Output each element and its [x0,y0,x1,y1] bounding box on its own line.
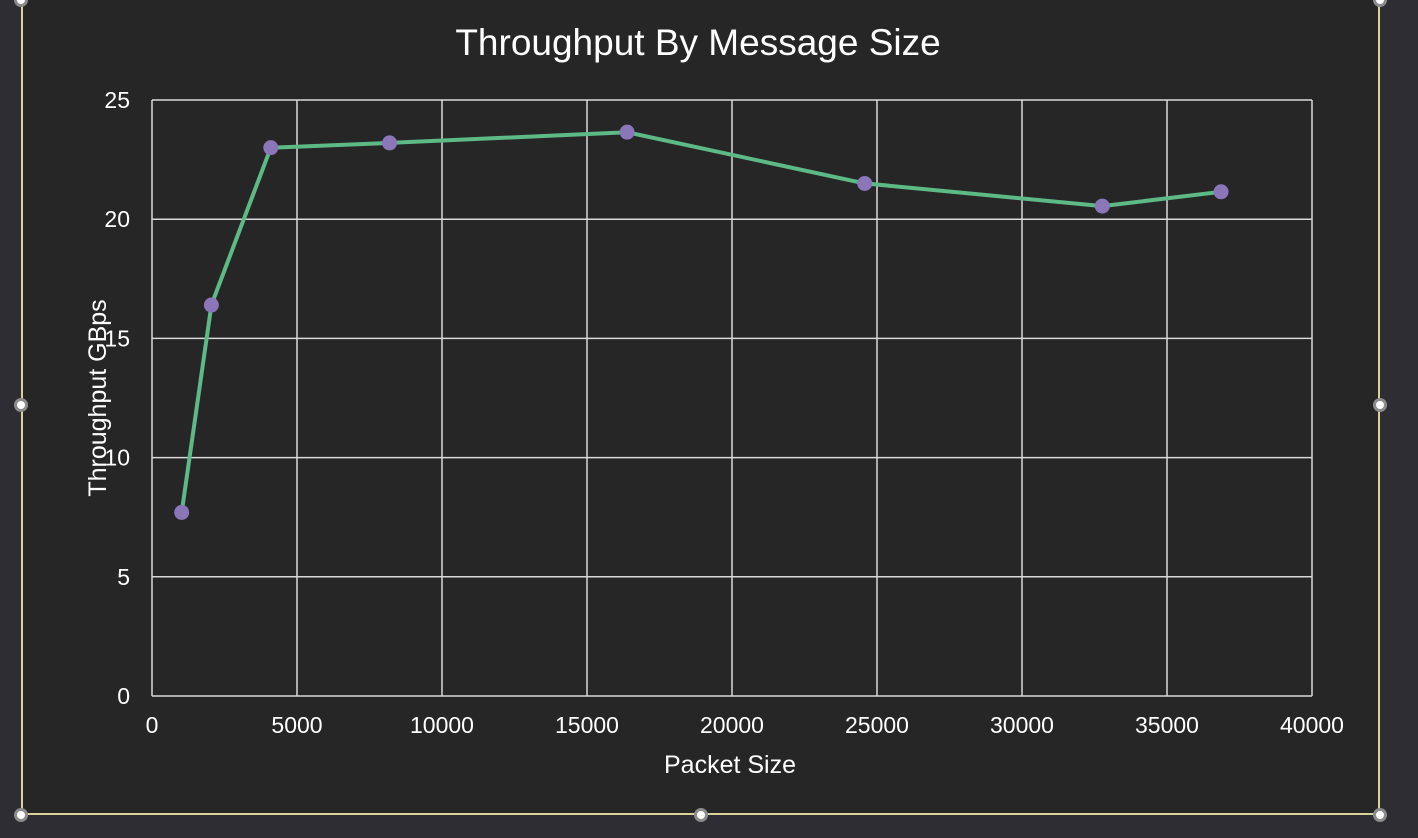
data-point[interactable] [857,175,873,191]
y-axis-label: Throughput GBps [84,299,112,496]
x-tick-label: 20000 [700,712,764,738]
y-tick-label: 0 [117,683,130,709]
data-point[interactable] [203,297,219,313]
x-tick-label: 5000 [271,712,322,738]
y-tick-label: 25 [104,87,130,113]
chart-title: Throughput By Message Size [455,22,940,63]
resize-handle-bottom-left[interactable] [14,808,28,822]
chart-object[interactable]: Throughput By Message Size 0 5000 10000 150… [21,0,1380,815]
y-tick-label: 15 [104,325,130,351]
x-tick-label: 10000 [410,712,474,738]
x-tick-label: 25000 [845,712,909,738]
x-axis-label: Packet Size [664,751,796,779]
x-tick-label: 30000 [990,712,1054,738]
data-point[interactable] [1213,184,1229,200]
resize-handle-top-left[interactable] [14,0,28,7]
resize-handle-bottom-right[interactable] [1373,808,1387,822]
series-line [179,130,1222,513]
data-point[interactable] [263,140,279,156]
resize-handle-middle-left[interactable] [14,398,28,412]
x-tick-label: 15000 [555,712,619,738]
line-chart: Throughput By Message Size 0 5000 10000 150… [84,22,1344,779]
resize-handle-middle-right[interactable] [1373,398,1387,412]
x-tick-label: 35000 [1135,712,1199,738]
data-point[interactable] [174,504,190,520]
resize-handle-top-right[interactable] [1373,0,1387,7]
tick-labels: 0 5000 10000 15000 20000 25000 30000 35000 40000… [104,87,1344,738]
y-tick-label: 10 [104,445,130,471]
data-point[interactable] [1094,198,1110,214]
y-tick-label: 20 [104,206,130,232]
gridlines [151,99,1313,697]
y-tick-label: 5 [117,564,130,590]
x-tick-label: 40000 [1280,712,1344,738]
data-point[interactable] [382,135,398,151]
data-point[interactable] [619,124,635,140]
resize-handle-bottom-center[interactable] [694,808,708,822]
x-tick-label: 0 [146,712,159,738]
series [174,124,1229,520]
